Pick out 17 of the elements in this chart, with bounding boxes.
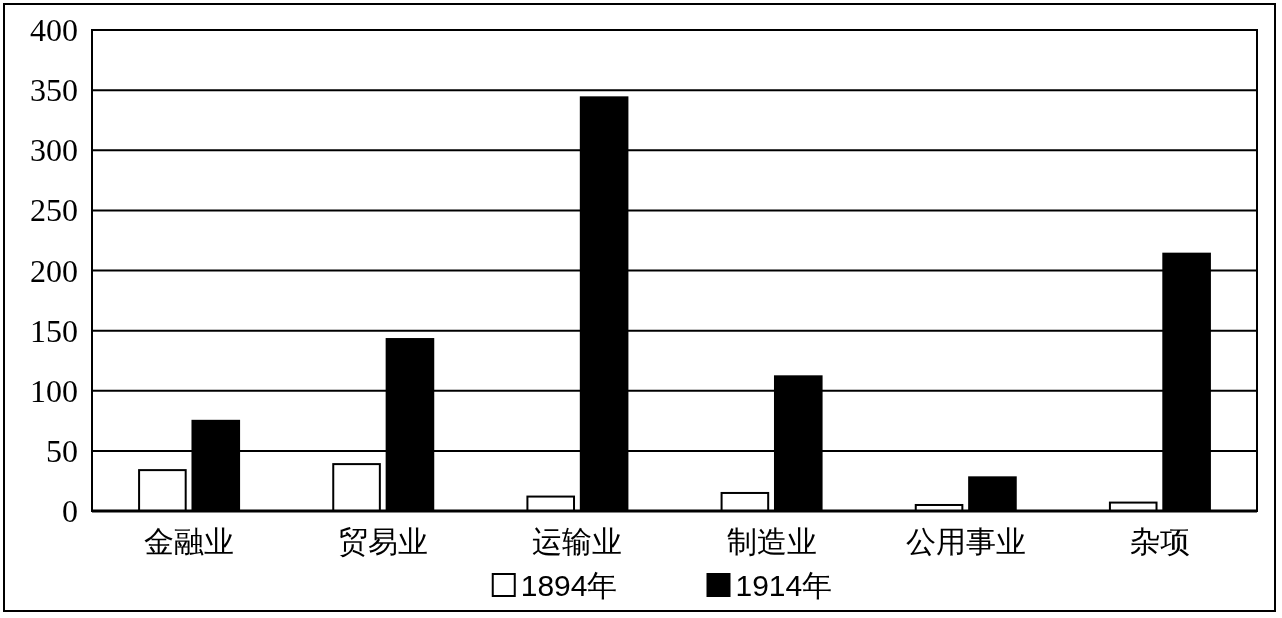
x-tick-label: 贸易业	[338, 524, 429, 558]
y-tick-label: 150	[30, 312, 78, 349]
x-tick-label: 制造业	[726, 524, 817, 558]
y-tick-label: 250	[30, 192, 78, 229]
y-tick-label: 0	[62, 493, 78, 529]
y-tick-label: 50	[46, 432, 78, 469]
legend-label: 1894年	[520, 568, 618, 602]
x-tick-label: 金融业	[144, 524, 235, 558]
x-tick-label: 公用事业	[905, 524, 1026, 558]
y-tick-label: 100	[30, 372, 78, 409]
x-tick-label: 运输业	[532, 524, 623, 558]
y-tick-label: 350	[30, 72, 78, 109]
y-tick-label: 200	[30, 252, 78, 289]
y-tick-label: 300	[30, 132, 78, 169]
y-tick-label: 400	[30, 12, 78, 48]
x-tick-label: 杂项	[1129, 524, 1190, 558]
legend-label: 1914年	[735, 568, 833, 602]
